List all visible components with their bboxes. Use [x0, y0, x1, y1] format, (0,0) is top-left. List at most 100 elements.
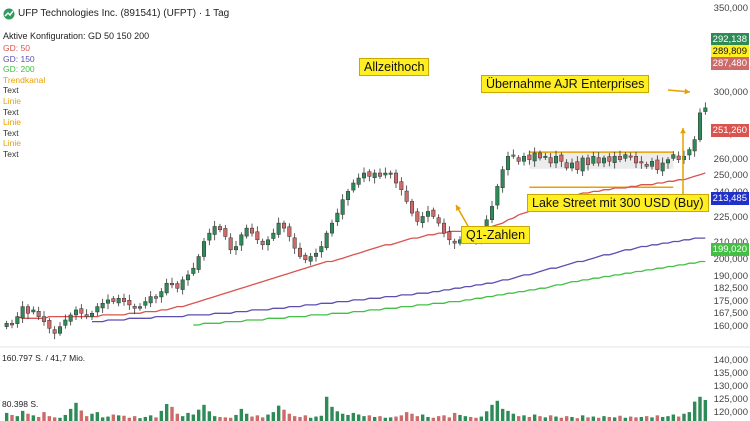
candle-body[interactable]	[297, 247, 303, 257]
candle-body[interactable]	[703, 107, 708, 112]
candle-body[interactable]	[681, 156, 687, 160]
candle-body[interactable]	[612, 156, 617, 163]
candle-body[interactable]	[628, 155, 633, 158]
candle-body[interactable]	[281, 222, 287, 229]
candle-body[interactable]	[292, 237, 297, 249]
candle-body[interactable]	[15, 316, 20, 324]
candle-body[interactable]	[127, 300, 132, 306]
candle-body[interactable]	[415, 211, 420, 222]
candle-body[interactable]	[559, 154, 564, 162]
candle-body[interactable]	[100, 303, 105, 309]
candle-body[interactable]	[436, 217, 441, 224]
candle-body[interactable]	[377, 172, 383, 177]
candle-body[interactable]	[548, 157, 553, 164]
candle-body[interactable]	[489, 206, 495, 221]
candle-body[interactable]	[687, 149, 692, 156]
candle-body[interactable]	[500, 169, 505, 188]
candle-body[interactable]	[441, 222, 447, 234]
annotation-q1-results[interactable]: Q1-Zahlen	[461, 226, 531, 244]
candle-body[interactable]	[607, 156, 612, 162]
candle-body[interactable]	[73, 309, 79, 316]
candle-body[interactable]	[329, 222, 335, 234]
legend-item[interactable]: Linie	[3, 138, 21, 149]
candle-body[interactable]	[143, 301, 148, 306]
candle-body[interactable]	[137, 306, 143, 309]
candle-body[interactable]	[25, 306, 31, 314]
candle-body[interactable]	[623, 154, 628, 159]
candle-body[interactable]	[271, 232, 276, 239]
annotation-lake-street[interactable]: Lake Street mit 300 USD (Buy)	[527, 194, 709, 212]
candle-body[interactable]	[212, 226, 217, 235]
candle-body[interactable]	[36, 311, 41, 317]
annotation-all-time-high[interactable]: Allzeithoch	[359, 58, 430, 76]
candle-body[interactable]	[452, 240, 457, 244]
candle-body[interactable]	[47, 320, 52, 329]
candle-body[interactable]	[148, 296, 153, 304]
candle-body[interactable]	[175, 283, 180, 289]
candle-body[interactable]	[319, 246, 324, 253]
candle-body[interactable]	[575, 161, 580, 170]
candle-body[interactable]	[169, 282, 175, 286]
candle-body[interactable]	[79, 308, 84, 314]
candle-body[interactable]	[111, 298, 116, 302]
candle-body[interactable]	[159, 291, 164, 298]
candle-body[interactable]	[121, 298, 127, 302]
candle-body[interactable]	[265, 239, 271, 246]
gd200-line[interactable]	[193, 260, 706, 326]
legend-item[interactable]: Text	[3, 85, 19, 96]
candle-body[interactable]	[399, 181, 404, 190]
candle-body[interactable]	[249, 227, 255, 234]
candle-body[interactable]	[543, 156, 548, 158]
candle-body[interactable]	[244, 227, 249, 237]
candle-body[interactable]	[665, 159, 671, 164]
candle-body[interactable]	[260, 240, 265, 246]
legend-item[interactable]: Text	[3, 127, 19, 138]
candle-body[interactable]	[345, 191, 351, 200]
candle-body[interactable]	[196, 256, 201, 270]
candle-body[interactable]	[692, 139, 697, 152]
candle-body[interactable]	[351, 182, 356, 191]
candle-body[interactable]	[409, 201, 415, 214]
candle-body[interactable]	[644, 164, 649, 167]
candle-body[interactable]	[57, 326, 63, 334]
candle-body[interactable]	[132, 306, 137, 309]
candle-body[interactable]	[495, 186, 500, 206]
candle-body[interactable]	[233, 246, 239, 251]
candle-body[interactable]	[180, 279, 185, 290]
candle-body[interactable]	[393, 172, 399, 184]
candle-body[interactable]	[324, 232, 329, 249]
candle-body[interactable]	[105, 299, 111, 304]
legend-item[interactable]: GD: 150	[3, 53, 35, 64]
candle-body[interactable]	[367, 171, 372, 177]
candle-body[interactable]	[313, 252, 319, 257]
candle-body[interactable]	[633, 156, 639, 164]
candle-body[interactable]	[511, 154, 516, 157]
candle-body[interactable]	[425, 211, 431, 217]
candle-body[interactable]	[52, 329, 57, 334]
candle-body[interactable]	[516, 157, 521, 162]
candle-body[interactable]	[68, 314, 73, 322]
candle-body[interactable]	[116, 298, 121, 304]
legend-item[interactable]: Linie	[3, 95, 21, 106]
annotation-takeover[interactable]: Übernahme AJR Enterprises	[481, 75, 650, 93]
candle-body[interactable]	[63, 319, 68, 326]
candle-body[interactable]	[527, 154, 532, 160]
candle-body[interactable]	[361, 172, 367, 179]
legend-item[interactable]: Linie	[3, 117, 21, 128]
candle-body[interactable]	[228, 237, 233, 251]
candle-body[interactable]	[255, 231, 260, 241]
candle-body[interactable]	[276, 222, 281, 235]
candle-body[interactable]	[4, 323, 9, 327]
candle-body[interactable]	[31, 309, 36, 313]
candle-body[interactable]	[671, 154, 676, 159]
candle-body[interactable]	[383, 172, 388, 176]
candle-body[interactable]	[660, 162, 665, 172]
candle-body[interactable]	[20, 306, 25, 319]
candle-body[interactable]	[217, 226, 223, 231]
candle-body[interactable]	[335, 212, 340, 223]
candle-body[interactable]	[447, 231, 452, 241]
candle-body[interactable]	[303, 254, 308, 261]
candle-body[interactable]	[553, 156, 559, 164]
candle-body[interactable]	[404, 190, 409, 202]
legend-item[interactable]: Text	[3, 148, 19, 159]
